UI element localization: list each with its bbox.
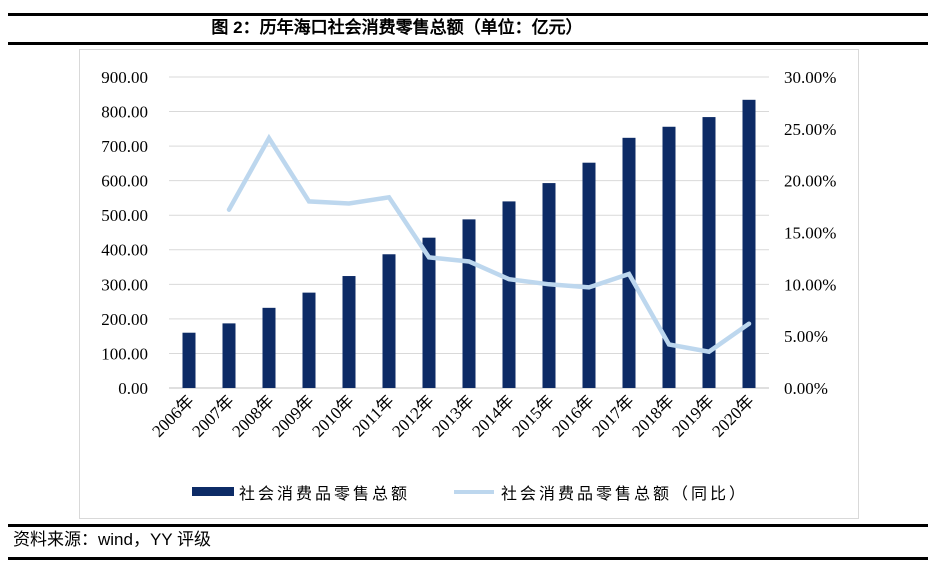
x-axis-label: 2017年 (588, 391, 637, 440)
right-axis-tick-label: 10.00% (784, 275, 836, 294)
left-axis-tick-label: 300.00 (101, 275, 148, 294)
left-axis-tick-label: 200.00 (101, 310, 148, 329)
legend-bar-label: 社会消费品零售总额 (239, 486, 411, 503)
bar (342, 276, 356, 388)
bar (662, 126, 676, 388)
x-axis-label: 2014年 (468, 391, 517, 440)
right-axis-tick-label: 15.00% (784, 223, 836, 242)
title-underline-rule (8, 42, 928, 45)
x-axis-label: 2012年 (388, 391, 437, 440)
x-axis-label: 2008年 (228, 391, 277, 440)
legend-line-label: 社会消费品零售总额（同比） (501, 486, 749, 503)
right-axis-tick-label: 5.00% (784, 327, 828, 346)
x-axis-label: 2010年 (308, 391, 357, 440)
legend-bar-swatch (192, 487, 234, 496)
source-note: 资料来源：wind，YY 评级 (13, 530, 212, 549)
x-axis-label: 2011年 (349, 391, 398, 440)
left-axis-tick-label: 100.00 (101, 344, 148, 363)
left-axis-tick-label: 500.00 (101, 206, 148, 225)
left-axis-tick-label: 0.00 (118, 379, 148, 398)
bar (582, 162, 596, 388)
bar (262, 307, 276, 388)
bar (222, 323, 236, 388)
left-axis-tick-label: 400.00 (101, 241, 148, 260)
bar (462, 219, 476, 388)
bar (702, 117, 716, 388)
x-axis-label: 2019年 (668, 391, 717, 440)
bar (502, 201, 516, 388)
chart-title: 图 2：历年海口社会消费零售总额（单位：亿元） (211, 18, 583, 37)
left-axis-tick-label: 800.00 (101, 103, 148, 122)
right-axis-tick-label: 0.00% (784, 379, 828, 398)
right-axis-tick-label: 20.00% (784, 172, 836, 191)
bar (742, 99, 756, 388)
chart-legend: 社会消费品零售总额 社会消费品零售总额（同比） (80, 480, 860, 506)
x-axis-label: 2009年 (268, 391, 317, 440)
bottom-rule (8, 557, 928, 560)
bar (422, 237, 436, 388)
top-rule (8, 13, 928, 16)
right-axis-tick-label: 25.00% (784, 120, 836, 139)
right-axis-tick-label: 30.00% (784, 68, 836, 87)
bar (182, 332, 196, 388)
bar (302, 292, 316, 388)
bar (382, 254, 396, 388)
x-axis-label: 2015年 (508, 391, 557, 440)
chart-svg: 0.00 100.00 200.00 300.00 400.00 500.00 600.00… (101, 68, 836, 441)
x-axis-label: 2013年 (428, 391, 477, 440)
left-axis-tick-label: 700.00 (101, 137, 148, 156)
chart-frame: 0.00 100.00 200.00 300.00 400.00 500.00 600.00… (79, 49, 859, 519)
bar (622, 137, 636, 388)
x-axis-label: 2018年 (628, 391, 677, 440)
x-axis-label: 2016年 (548, 391, 597, 440)
left-axis-tick-label: 600.00 (101, 172, 148, 191)
legend-line-swatch (454, 490, 494, 494)
growth-line (226, 133, 752, 355)
source-separator-rule (8, 524, 928, 527)
x-axis-label: 2020年 (708, 391, 757, 440)
x-axis-label: 2007年 (188, 391, 237, 440)
x-axis-label: 2006年 (148, 391, 197, 440)
left-axis-tick-label: 900.00 (101, 68, 148, 87)
